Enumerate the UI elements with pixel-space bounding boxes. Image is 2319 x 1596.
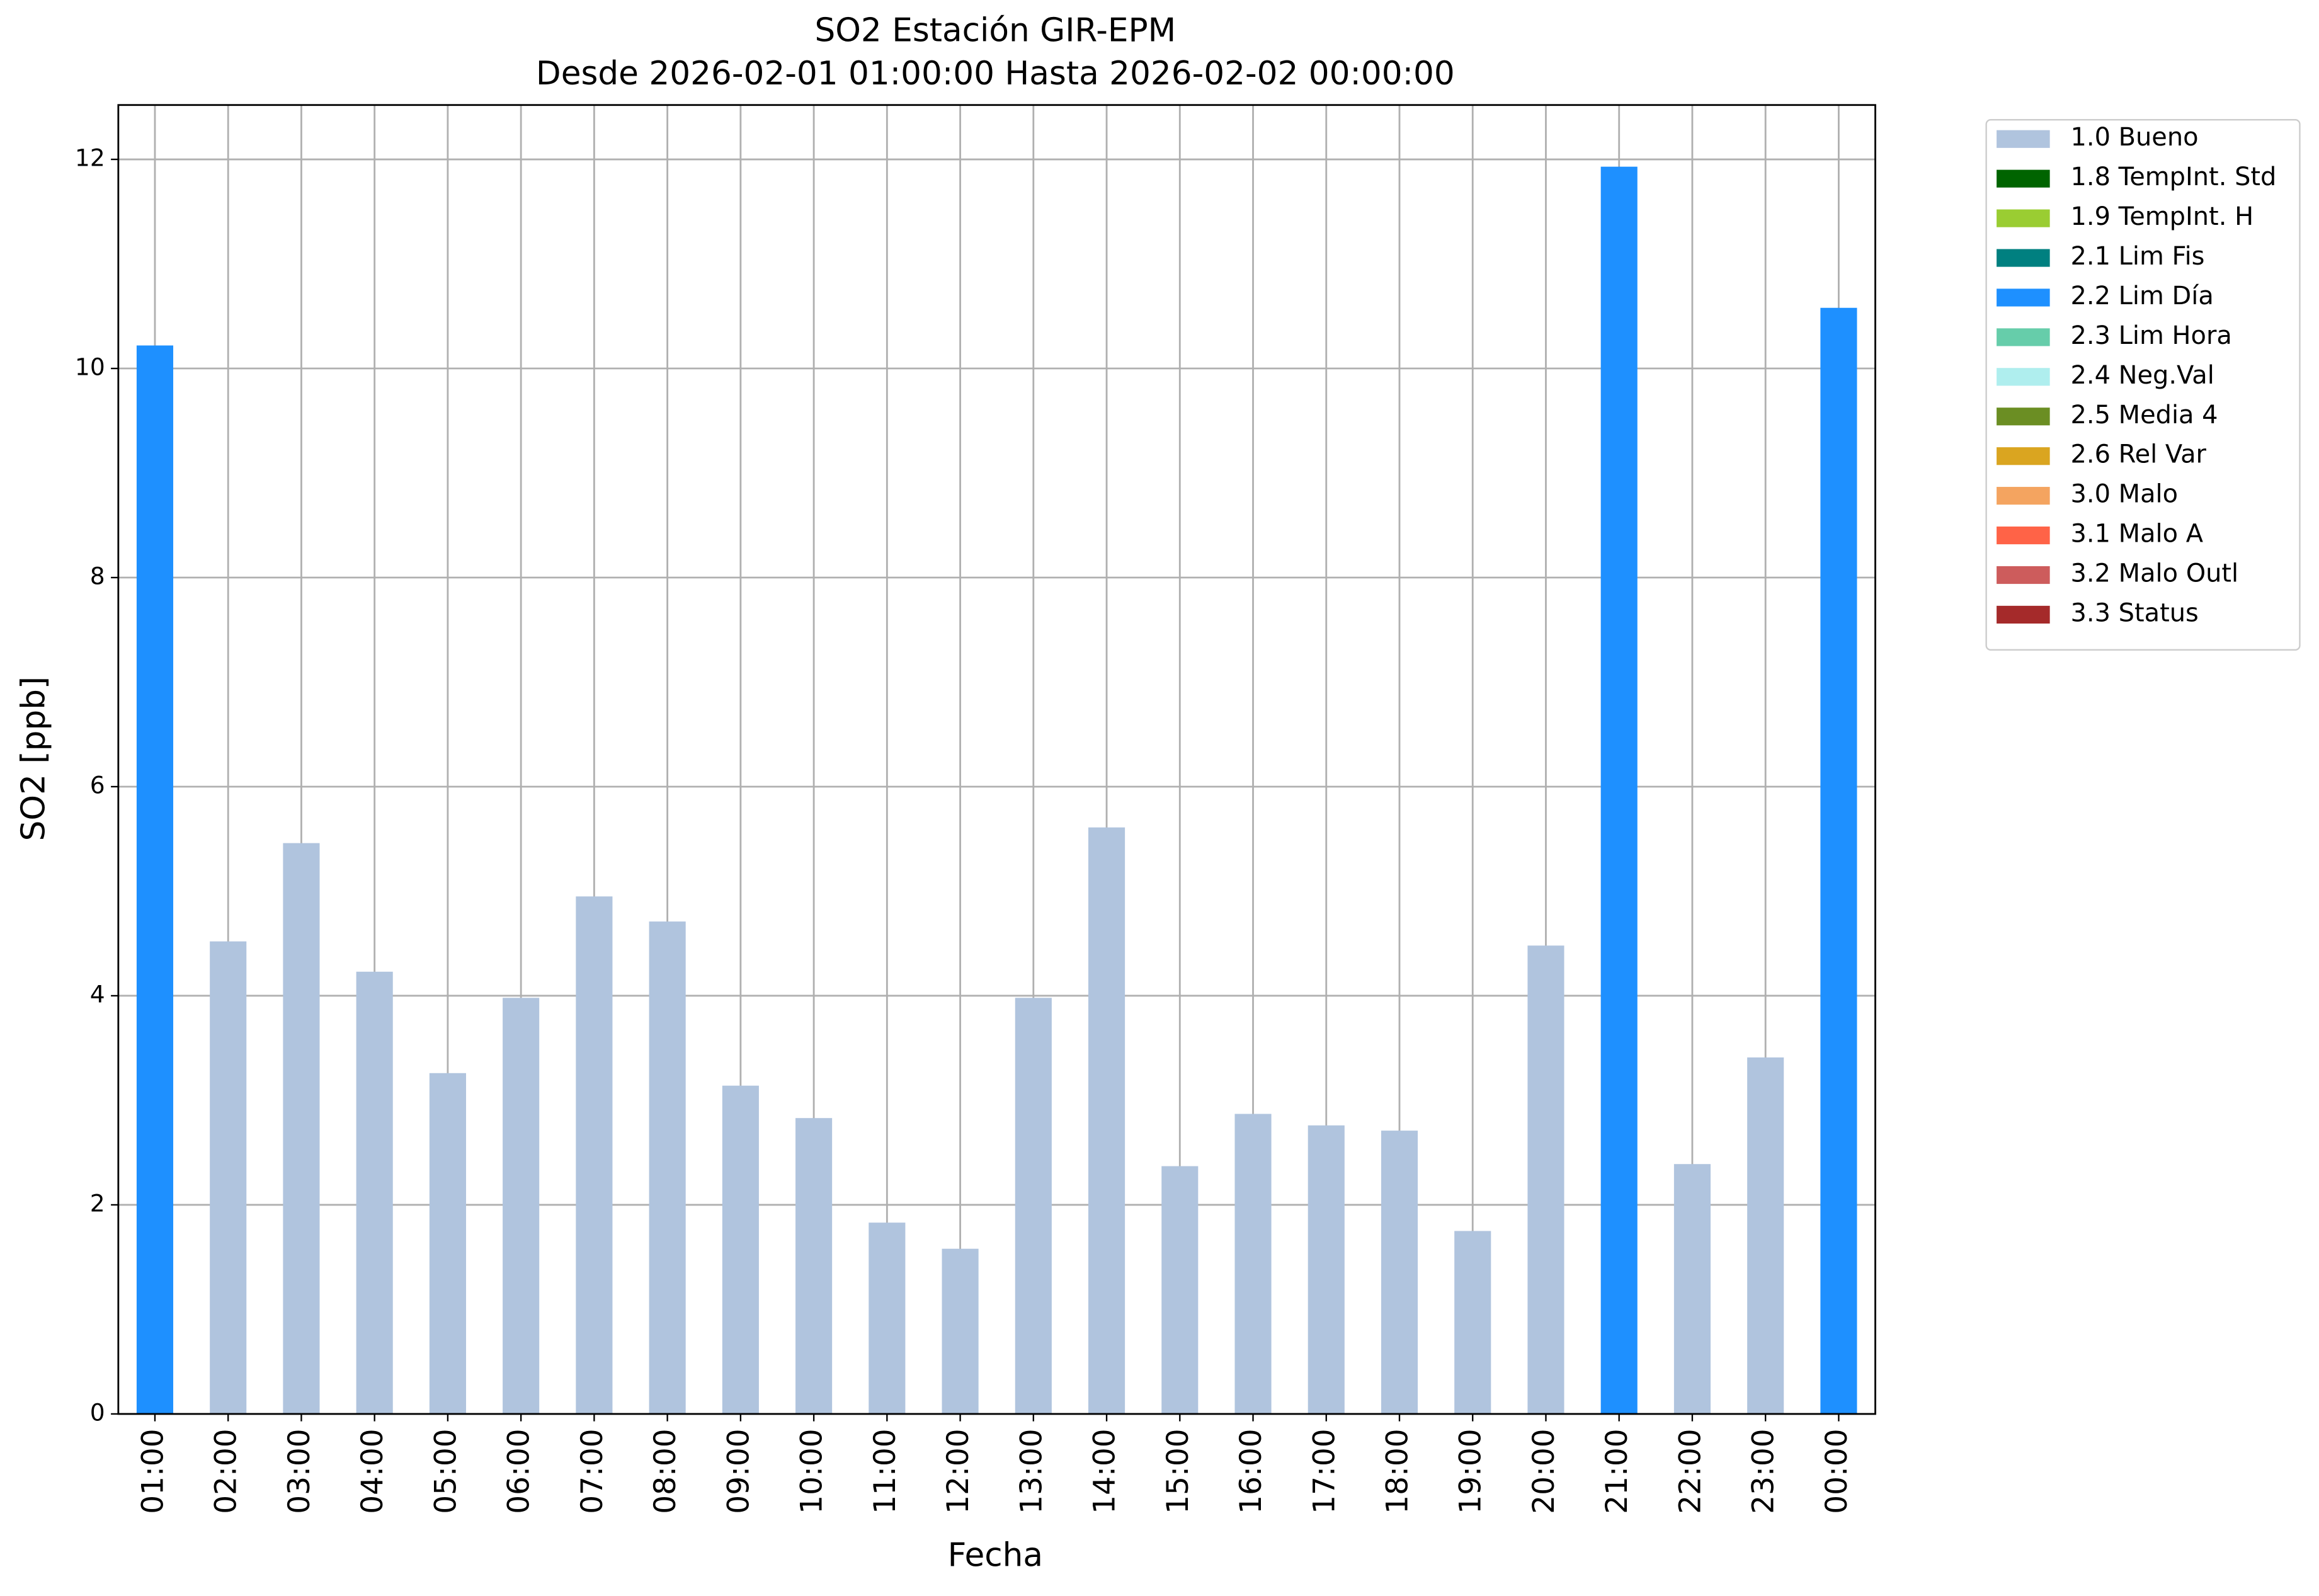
y-axis-label: SO2 [ppb] — [14, 676, 52, 841]
bars — [136, 166, 1857, 1414]
x-tick-label: 16:00 — [1234, 1428, 1268, 1513]
bar — [1600, 166, 1638, 1414]
x-tick-label: 15:00 — [1161, 1428, 1195, 1513]
legend-label: 1.9 TempInt. H — [2071, 202, 2254, 231]
chart-title: SO2 Estación GIR-EPM — [814, 12, 1176, 50]
x-tick-label: 21:00 — [1600, 1428, 1634, 1513]
bar — [1673, 1164, 1711, 1414]
x-tick-label: 07:00 — [575, 1428, 610, 1513]
x-tick-label: 05:00 — [428, 1428, 463, 1513]
legend-label: 1.8 TempInt. Std — [2071, 162, 2277, 191]
legend-swatch — [1997, 368, 2050, 386]
bar — [649, 921, 686, 1414]
legend-swatch — [1997, 605, 2050, 624]
x-tick-label: 06:00 — [502, 1428, 537, 1513]
legend-label: 2.1 Lim Fis — [2071, 242, 2205, 271]
x-axis-label: Fecha — [948, 1537, 1043, 1575]
legend-label: 2.3 Lim Hora — [2071, 321, 2232, 350]
x-tick-label: 12:00 — [941, 1428, 976, 1513]
legend-label: 2.5 Media 4 — [2071, 401, 2218, 430]
x-tick-label: 01:00 — [135, 1428, 170, 1513]
legend-swatch — [1997, 408, 2050, 426]
legend-label: 3.2 Malo Outl — [2071, 559, 2239, 588]
y-tick-label: 8 — [90, 562, 105, 590]
bar — [356, 971, 393, 1414]
bar — [1308, 1125, 1345, 1414]
bar — [429, 1073, 466, 1414]
legend-swatch — [1997, 526, 2050, 545]
y-tick-label: 0 — [90, 1398, 105, 1426]
legend-label: 3.1 Malo A — [2071, 520, 2204, 549]
chart-subtitle: Desde 2026-02-01 01:00:00 Hasta 2026-02-… — [536, 55, 1455, 93]
bar — [1454, 1231, 1491, 1414]
bar — [1747, 1057, 1784, 1414]
legend-box — [1985, 119, 2301, 651]
legend-swatch — [1997, 487, 2050, 505]
y-tick-label: 4 — [90, 980, 105, 1008]
bar — [795, 1118, 833, 1414]
bar — [503, 998, 540, 1414]
x-tick-label: 22:00 — [1673, 1428, 1707, 1513]
bar — [1527, 945, 1564, 1414]
bar — [942, 1248, 979, 1414]
legend-label: 2.4 Neg.Val — [2071, 361, 2214, 390]
x-tick-label: 17:00 — [1307, 1428, 1342, 1513]
plot-frame — [117, 104, 1876, 1415]
bar — [1234, 1114, 1272, 1414]
y-tick-label: 10 — [75, 353, 105, 381]
x-tick-label: 10:00 — [795, 1428, 829, 1513]
bar — [1381, 1131, 1418, 1414]
x-tick-label: 11:00 — [868, 1428, 903, 1513]
x-tick-label: 00:00 — [1820, 1428, 1854, 1513]
legend-label: 2.2 Lim Día — [2071, 282, 2214, 311]
bar — [136, 345, 174, 1414]
x-tick-label: 09:00 — [721, 1428, 756, 1513]
legend-swatch — [1997, 130, 2050, 148]
axes: 0 2 4 6 8 10 12 01:00 02:00 03:00 04:00 05:00 06:00 0… — [75, 104, 1876, 1514]
bar — [1088, 827, 1125, 1414]
y-tick-label: 2 — [90, 1189, 105, 1217]
x-tick-label: 20:00 — [1527, 1428, 1561, 1513]
y-tick-label: 6 — [90, 771, 105, 799]
legend-swatch — [1997, 447, 2050, 465]
bar — [869, 1223, 906, 1414]
x-tick-label: 18:00 — [1380, 1428, 1415, 1513]
bar — [1820, 307, 1857, 1414]
x-tick-label: 02:00 — [209, 1428, 244, 1513]
legend: 1.0 Bueno 1.8 TempInt. Std 1.9 TempInt. H 2… — [1985, 119, 2301, 651]
x-tick-label: 04:00 — [355, 1428, 390, 1513]
legend-swatch — [1997, 169, 2050, 188]
legend-swatch — [1997, 288, 2050, 307]
y-tick-label: 12 — [75, 144, 105, 172]
legend-label: 3.0 Malo — [2071, 480, 2179, 509]
bar — [1015, 998, 1052, 1414]
bar — [722, 1085, 759, 1414]
x-tick-label: 03:00 — [282, 1428, 317, 1513]
legend-swatch — [1997, 209, 2050, 227]
x-tick-label: 14:00 — [1088, 1428, 1122, 1513]
bar — [576, 896, 613, 1414]
legend-label: 3.3 Status — [2071, 598, 2199, 627]
x-tick-label: 13:00 — [1014, 1428, 1049, 1513]
x-tick-label: 23:00 — [1746, 1428, 1781, 1513]
legend-label: 1.0 Bueno — [2071, 123, 2199, 152]
legend-label: 2.6 Rel Var — [2071, 440, 2207, 469]
legend-swatch — [1997, 249, 2050, 267]
x-tick-label: 19:00 — [1454, 1428, 1488, 1513]
bar — [210, 941, 247, 1414]
legend-swatch — [1997, 566, 2050, 584]
bar — [1161, 1166, 1199, 1414]
legend-swatch — [1997, 328, 2050, 346]
bar — [283, 843, 320, 1414]
x-tick-label: 08:00 — [648, 1428, 683, 1513]
